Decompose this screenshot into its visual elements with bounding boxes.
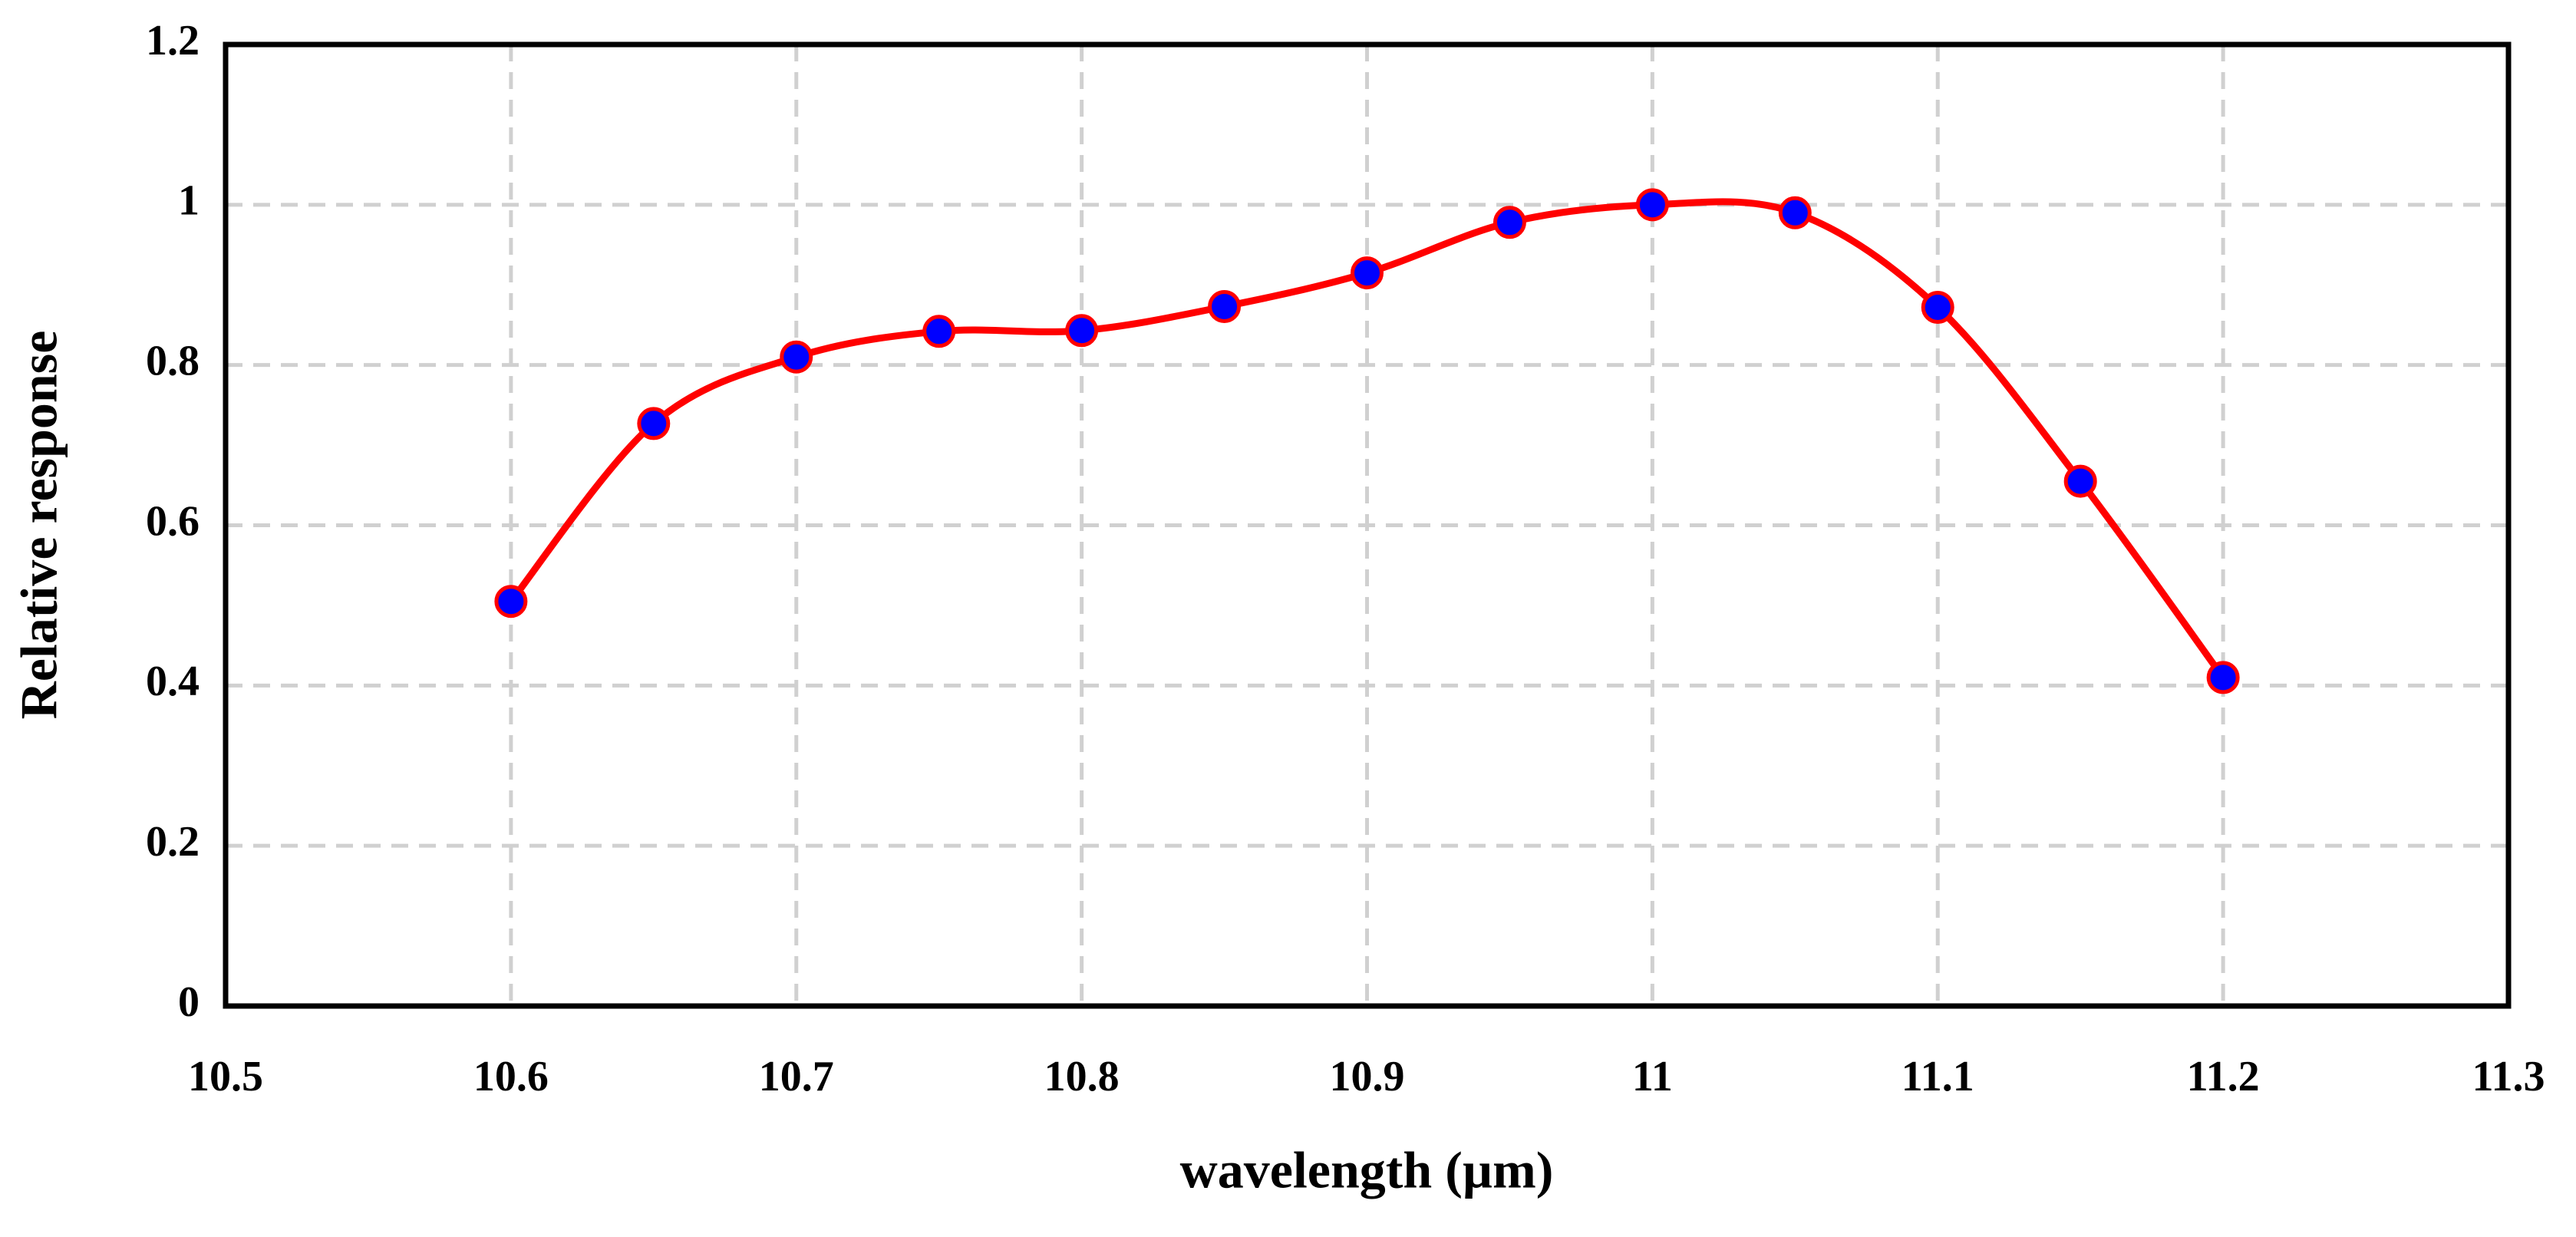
x-tick-label: 10.7 (759, 1053, 834, 1100)
y-tick-label: 1 (178, 177, 200, 225)
y-tick-label: 0 (178, 978, 200, 1026)
marker (1778, 196, 1812, 229)
marker (2063, 464, 2097, 498)
x-tick-label: 11.1 (1901, 1053, 1974, 1100)
y-axis-title: Relative response (10, 331, 68, 720)
x-tick-label: 10.8 (1044, 1053, 1120, 1100)
x-tick-label: 11.3 (2472, 1053, 2545, 1100)
marker (1492, 206, 1526, 239)
x-tick-label: 10.9 (1330, 1053, 1405, 1100)
y-tick-label: 0.2 (146, 818, 200, 866)
marker (922, 315, 956, 348)
marker (780, 340, 813, 374)
y-tick-label: 0.6 (146, 497, 200, 545)
x-tick-label: 10.5 (188, 1053, 263, 1100)
y-tick-label: 0.4 (146, 658, 200, 705)
marker (1921, 290, 1954, 324)
marker (1351, 256, 1384, 290)
marker (637, 407, 671, 440)
y-tick-label: 1.2 (146, 17, 200, 64)
marker (1635, 188, 1669, 222)
plot-frame (223, 41, 2512, 1009)
x-tick-label: 11.2 (2187, 1053, 2260, 1100)
marker (1065, 314, 1099, 348)
marker (494, 585, 528, 618)
x-tick-label: 10.6 (473, 1053, 549, 1100)
y-tick-label: 0.8 (146, 338, 200, 385)
x-axis-title: wavelength (µm) (1180, 1141, 1554, 1199)
marker (2206, 661, 2240, 694)
x-tick-label: 11 (1632, 1053, 1673, 1100)
marker (1208, 289, 1242, 323)
